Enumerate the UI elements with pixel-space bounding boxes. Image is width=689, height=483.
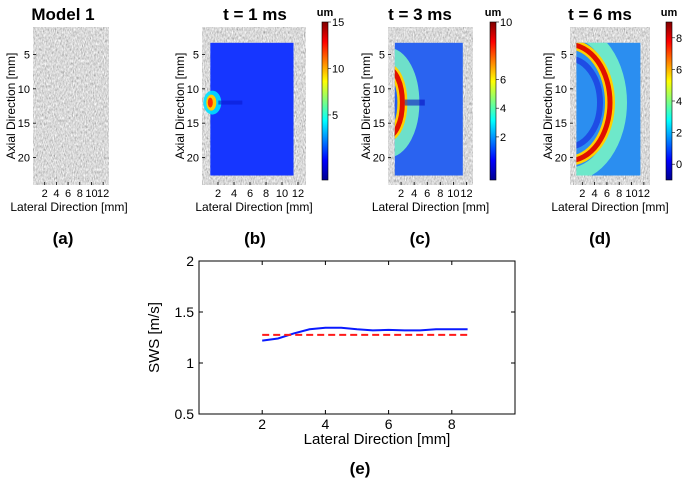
x-axis-label: Lateral Direction [mm] [372, 200, 489, 214]
x-tick-label: 4 [592, 188, 598, 200]
y-tick-label: 2 [186, 253, 194, 269]
y-axis-label: SWS [m/s] [146, 302, 163, 373]
panel-title: t = 6 ms [568, 5, 632, 24]
colorbar-tick-label: 4 [500, 103, 506, 115]
y-tick-label: 10 [555, 84, 567, 96]
colorbar-tick-label: 4 [676, 96, 682, 108]
y-tick-label: 5 [193, 49, 199, 61]
y-tick-label: 1.5 [175, 304, 195, 320]
x-tick-label: 8 [437, 188, 443, 200]
x-tick-label: 12 [638, 188, 650, 200]
x-tick-label: 2 [258, 416, 266, 432]
y-tick-label: 20 [18, 153, 30, 165]
colorbar: um 0 2 4 6 8 [661, 7, 682, 181]
x-tick-label: 6 [424, 188, 430, 200]
y-axis-label: Axial Direction [mm] [4, 53, 18, 160]
y-tick-label: 20 [187, 153, 199, 165]
y-tick-label: 15 [555, 118, 567, 130]
x-tick-label: 4 [411, 188, 417, 200]
colorbar-tick-label: 6 [500, 74, 506, 86]
panel-title: t = 1 ms [223, 5, 287, 24]
x-tick-label: 10 [276, 188, 288, 200]
y-tick-label: 15 [373, 118, 385, 130]
x-tick-label: 8 [448, 416, 456, 432]
colorbar-tick-label: 0 [676, 159, 682, 171]
y-tick-label: 5 [561, 49, 567, 61]
colorbar-unit: um [317, 7, 334, 19]
colorbar: um 2 4 6 10 [485, 7, 512, 181]
colorbar-tick-label: 15 [332, 17, 344, 29]
x-tick-label: 4 [322, 416, 330, 432]
x-tick-label: 10 [447, 188, 459, 200]
y-tick-label: 20 [373, 153, 385, 165]
x-tick-label: 4 [231, 188, 237, 200]
y-tick-label: 10 [187, 84, 199, 96]
y-tick-label: 15 [18, 118, 30, 130]
x-tick-label: 6 [604, 188, 610, 200]
y-tick-label: 5 [24, 49, 30, 61]
x-tick-label: 6 [65, 188, 71, 200]
x-tick-label: 4 [53, 188, 59, 200]
y-tick-label: 15 [187, 118, 199, 130]
panel-label: (a) [53, 229, 74, 248]
panel-label: (e) [350, 459, 371, 478]
displacement-map [576, 42, 641, 176]
plot-area [198, 260, 516, 415]
x-tick-label: 12 [97, 188, 109, 200]
y-axis-label: Axial Direction [mm] [541, 53, 555, 160]
x-tick-label: 8 [77, 188, 83, 200]
x-axis-label: Lateral Direction [mm] [10, 200, 127, 214]
panel-label: (c) [410, 229, 431, 248]
colorbar-tick-label: 8 [676, 33, 682, 45]
y-tick-label: 20 [555, 153, 567, 165]
panel-title: Model 1 [31, 5, 94, 24]
x-tick-label: 8 [263, 188, 269, 200]
colorbar-tick-label: 10 [332, 63, 344, 75]
x-axis-label: Lateral Direction [mm] [304, 431, 451, 448]
y-tick-label: 0.5 [175, 406, 195, 422]
colorbar-tick-label: 2 [500, 132, 506, 144]
x-axis-label: Lateral Direction [mm] [551, 200, 668, 214]
colorbar: um 5 10 15 [317, 7, 344, 181]
x-tick-label: 8 [616, 188, 622, 200]
colorbar-unit: um [661, 7, 678, 19]
sws-line [262, 326, 468, 342]
colorbar-tick-label: 5 [332, 110, 338, 122]
y-tick-label: 5 [379, 49, 385, 61]
x-tick-label: 10 [85, 188, 97, 200]
x-tick-label: 2 [42, 188, 48, 200]
panel-label: (d) [589, 229, 611, 248]
y-tick-label: 1 [186, 355, 194, 371]
panel-title: t = 3 ms [388, 5, 452, 24]
x-tick-label: 6 [385, 416, 393, 432]
x-tick-label: 2 [579, 188, 585, 200]
x-tick-label: 2 [215, 188, 221, 200]
colorbar-tick-label: 6 [676, 64, 682, 76]
x-tick-label: 12 [460, 188, 472, 200]
y-tick-label: 10 [18, 84, 30, 96]
x-tick-label: 12 [292, 188, 304, 200]
x-tick-label: 6 [247, 188, 253, 200]
colorbar-tick-label: 10 [500, 17, 512, 29]
displacement-map [394, 42, 463, 176]
y-axis-label: Axial Direction [mm] [359, 53, 373, 160]
y-axis-label: Axial Direction [mm] [173, 53, 187, 160]
x-tick-label: 10 [625, 188, 637, 200]
displacement-map [203, 42, 294, 176]
y-tick-label: 10 [373, 84, 385, 96]
colorbar-tick-label: 2 [676, 128, 682, 140]
panel-label: (b) [244, 229, 266, 248]
bmode-image [33, 27, 109, 185]
x-axis-label: Lateral Direction [mm] [195, 200, 312, 214]
x-tick-label: 2 [398, 188, 404, 200]
colorbar-unit: um [485, 7, 502, 19]
